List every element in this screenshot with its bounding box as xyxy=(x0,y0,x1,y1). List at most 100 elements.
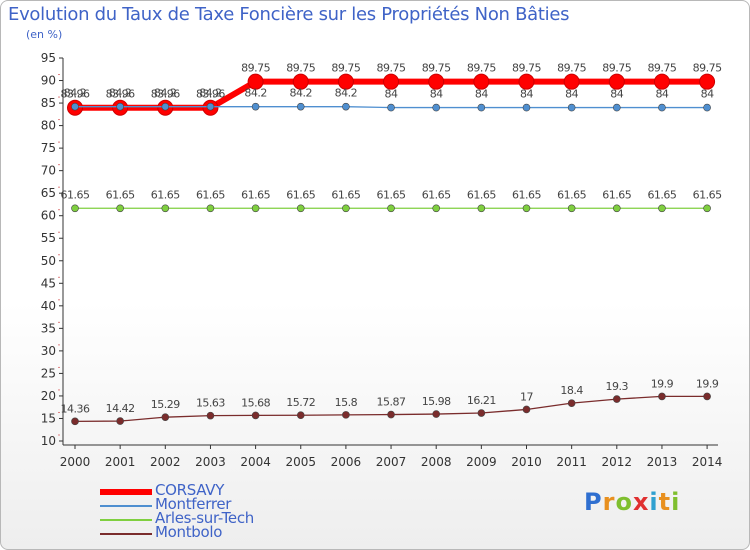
data-label-corsavy: 89.75 xyxy=(286,62,315,75)
data-point-montferrer xyxy=(387,103,395,112)
data-point-montbolo xyxy=(522,405,531,414)
data-point-montbolo xyxy=(703,392,711,401)
logo-letter: t xyxy=(658,488,672,516)
data-point-montbolo xyxy=(161,413,170,421)
legend-label: Montbolo xyxy=(155,523,223,541)
data-point-montferrer xyxy=(296,102,305,111)
y-tick-label: 25 xyxy=(41,366,56,380)
data-label-corsavy: 83.96 xyxy=(61,88,90,101)
data-point-montbolo xyxy=(612,395,621,403)
data-label-montbolo: 15.72 xyxy=(286,396,315,409)
data-point-montbolo xyxy=(387,410,395,419)
data-point-corsavy xyxy=(428,73,445,90)
data-label-corsavy: 89.75 xyxy=(422,62,451,75)
y-tick-label: 35 xyxy=(41,321,56,335)
data-label-arles-sur-tech: 61.65 xyxy=(512,188,541,201)
data-label-corsavy: 89.75 xyxy=(331,62,360,75)
data-point-arles-sur-tech xyxy=(71,204,79,213)
y-tick-label: 60 xyxy=(41,209,56,223)
data-point-montferrer xyxy=(567,103,576,112)
data-point-montbolo xyxy=(658,392,666,401)
data-label-montferrer: 84 xyxy=(610,88,623,101)
legend-swatch xyxy=(100,533,152,535)
data-label-montbolo: 15.8 xyxy=(335,396,358,409)
logo-letter: i xyxy=(671,488,681,516)
data-label-montbolo: 15.87 xyxy=(377,396,406,409)
data-label-arles-sur-tech: 61.65 xyxy=(196,188,225,201)
logo-letter: r xyxy=(602,488,616,516)
data-label-montbolo: 19.3 xyxy=(606,380,629,393)
data-point-arles-sur-tech xyxy=(432,204,441,213)
y-axis-unit-label: (en %) xyxy=(26,28,63,41)
y-tick-label: 45 xyxy=(41,276,56,290)
data-label-montferrer: 84.2 xyxy=(199,87,222,100)
data-point-montbolo xyxy=(206,411,215,420)
data-label-montferrer: 84 xyxy=(565,88,578,101)
data-label-corsavy: 89.75 xyxy=(602,62,631,75)
data-point-montferrer xyxy=(342,102,350,111)
data-point-montbolo xyxy=(342,411,350,419)
data-label-montbolo: 17 xyxy=(520,390,533,403)
data-label-montferrer: 84.2 xyxy=(109,87,132,100)
x-tick-label: 2000 xyxy=(60,455,91,469)
legend-label: CORSAVY xyxy=(155,481,225,499)
data-point-montbolo xyxy=(71,417,79,426)
logo-letter: i xyxy=(649,488,659,516)
data-label-montbolo: 14.36 xyxy=(61,402,90,415)
data-point-montferrer xyxy=(206,102,215,111)
data-point-arles-sur-tech xyxy=(703,204,711,213)
x-tick-label: 2003 xyxy=(195,455,226,469)
data-label-montferrer: 84.2 xyxy=(244,87,267,100)
data-label-montferrer: 84 xyxy=(701,88,714,101)
data-label-corsavy: 89.75 xyxy=(693,62,722,75)
y-tick-label: 55 xyxy=(41,231,56,245)
data-label-arles-sur-tech: 61.65 xyxy=(151,188,180,201)
data-label-montbolo: 19.9 xyxy=(651,377,674,390)
data-label-corsavy: 83.96 xyxy=(196,88,225,101)
data-point-arles-sur-tech xyxy=(206,204,215,213)
data-point-corsavy xyxy=(473,73,490,90)
data-point-corsavy xyxy=(653,73,670,90)
y-tick-label: 70 xyxy=(41,164,56,178)
y-tick-label: 10 xyxy=(41,434,56,448)
data-label-montbolo: 16.21 xyxy=(467,394,496,407)
data-point-montbolo xyxy=(116,417,124,425)
x-tick-label: 2008 xyxy=(421,455,452,469)
data-point-arles-sur-tech xyxy=(161,204,170,213)
data-point-corsavy xyxy=(699,73,716,90)
data-point-corsavy xyxy=(337,73,354,90)
legend-swatch xyxy=(100,505,152,507)
data-point-montferrer xyxy=(251,102,260,111)
data-point-montferrer xyxy=(703,103,711,112)
data-point-montferrer xyxy=(161,102,170,111)
data-point-arles-sur-tech xyxy=(342,204,350,213)
data-label-arles-sur-tech: 61.65 xyxy=(377,188,406,201)
logo-letter: o xyxy=(615,488,633,516)
data-label-arles-sur-tech: 61.65 xyxy=(647,188,676,201)
y-tick-label: 40 xyxy=(41,299,56,313)
y-tick-label: 20 xyxy=(41,389,56,403)
data-label-arles-sur-tech: 61.65 xyxy=(693,188,722,201)
data-label-corsavy: 83.96 xyxy=(151,88,180,101)
data-point-arles-sur-tech xyxy=(612,204,621,213)
data-label-arles-sur-tech: 61.65 xyxy=(331,188,360,201)
y-tick-label: 65 xyxy=(41,186,56,200)
data-label-montferrer: 84 xyxy=(520,88,533,101)
data-label-arles-sur-tech: 61.65 xyxy=(422,188,451,201)
data-point-arles-sur-tech xyxy=(387,204,395,213)
data-label-montbolo: 14.42 xyxy=(106,402,135,415)
data-point-montferrer xyxy=(522,103,531,112)
legend-swatch xyxy=(100,519,152,521)
data-label-montferrer: 84 xyxy=(430,88,443,101)
y-tick-label: 30 xyxy=(41,344,56,358)
y-tick-label: 15 xyxy=(41,411,56,425)
data-point-corsavy xyxy=(247,73,264,90)
data-label-corsavy: 89.75 xyxy=(557,62,586,75)
data-label-arles-sur-tech: 61.65 xyxy=(61,188,90,201)
data-label-montferrer: 84 xyxy=(655,88,668,101)
proxiti-logo: Proxiti xyxy=(584,488,680,516)
legend-swatch xyxy=(100,489,152,495)
x-tick-label: 2012 xyxy=(602,455,633,469)
